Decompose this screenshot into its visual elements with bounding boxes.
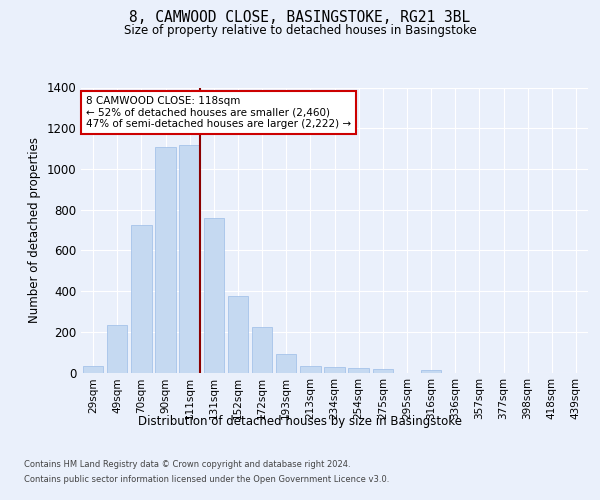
Text: 8, CAMWOOD CLOSE, BASINGSTOKE, RG21 3BL: 8, CAMWOOD CLOSE, BASINGSTOKE, RG21 3BL [130,10,470,25]
Text: Contains public sector information licensed under the Open Government Licence v3: Contains public sector information licen… [24,475,389,484]
Bar [107,324,127,372]
Bar [276,354,296,372]
Bar [83,366,103,372]
Bar [252,326,272,372]
Bar [421,370,442,372]
Bar [373,370,393,372]
Bar [131,225,152,372]
Bar [155,146,176,372]
Bar [324,368,345,372]
Bar [227,296,248,372]
Text: 8 CAMWOOD CLOSE: 118sqm
← 52% of detached houses are smaller (2,460)
47% of semi: 8 CAMWOOD CLOSE: 118sqm ← 52% of detache… [86,96,351,129]
Bar [349,368,369,372]
Text: Contains HM Land Registry data © Crown copyright and database right 2024.: Contains HM Land Registry data © Crown c… [24,460,350,469]
Text: Distribution of detached houses by size in Basingstoke: Distribution of detached houses by size … [138,415,462,428]
Y-axis label: Number of detached properties: Number of detached properties [28,137,41,323]
Text: Size of property relative to detached houses in Basingstoke: Size of property relative to detached ho… [124,24,476,37]
Bar [179,144,200,372]
Bar [300,366,320,372]
Bar [203,218,224,372]
